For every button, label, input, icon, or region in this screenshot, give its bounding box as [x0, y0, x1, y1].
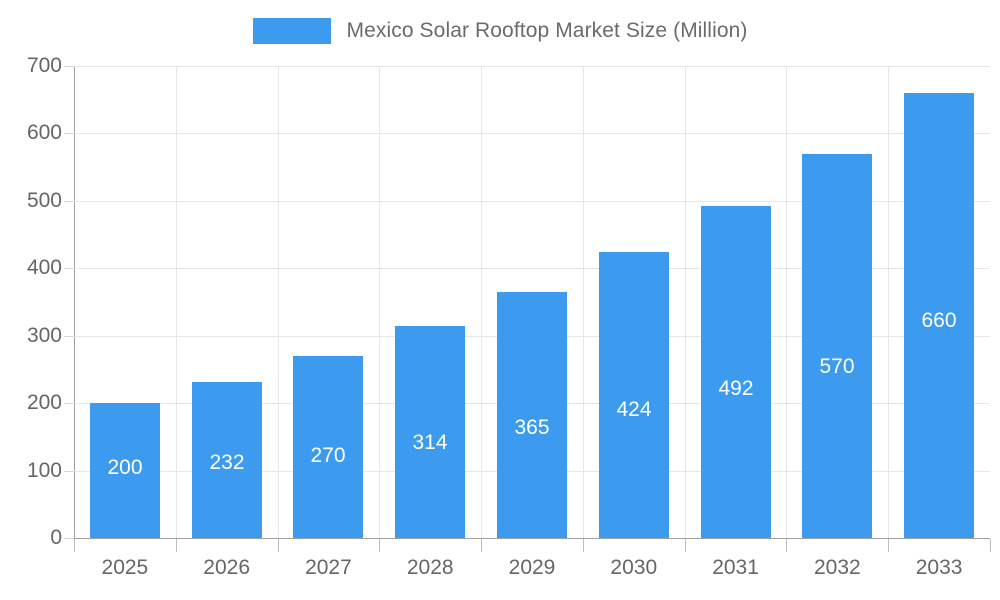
bar[interactable] — [599, 252, 669, 538]
y-axis-tick-mark — [64, 403, 74, 404]
y-axis-tick-label: 200 — [26, 391, 62, 415]
gridline-vertical — [176, 66, 177, 538]
gridline-vertical — [786, 66, 787, 538]
y-axis-tick-label: 0 — [50, 526, 62, 549]
gridline-vertical — [888, 66, 889, 538]
x-axis-tick-label: 2028 — [406, 556, 454, 579]
chart-legend: Mexico Solar Rooftop Market Size (Millio… — [0, 14, 1000, 48]
x-axis-tick-mark — [278, 539, 279, 552]
bar[interactable] — [90, 403, 160, 538]
y-axis-tick-mark — [64, 538, 74, 539]
legend-swatch-icon — [252, 18, 331, 44]
gridline-horizontal — [74, 66, 990, 67]
x-axis-baseline — [74, 538, 990, 539]
x-axis-tick-mark — [176, 539, 177, 552]
bar[interactable] — [395, 326, 465, 538]
x-axis-tick-label: 2031 — [712, 556, 759, 579]
gridline-vertical — [685, 66, 686, 538]
bar[interactable] — [802, 154, 872, 538]
bar[interactable] — [904, 93, 974, 538]
x-axis-tick-label: 2026 — [203, 556, 251, 579]
y-axis-tick-label: 300 — [26, 323, 62, 347]
y-axis-tick-label: 600 — [26, 121, 62, 145]
gridline-vertical — [481, 66, 482, 538]
x-axis-tick-label: 2027 — [305, 556, 352, 579]
plot-area: 200 232 270 314 365 424 492 570 660 — [74, 66, 990, 539]
bar[interactable] — [293, 356, 363, 538]
bar[interactable] — [497, 292, 567, 538]
x-axis-tick-mark — [379, 539, 380, 552]
bar[interactable] — [701, 206, 771, 538]
x-axis-tick-mark — [481, 539, 482, 552]
legend-label: Mexico Solar Rooftop Market Size (Millio… — [346, 19, 748, 42]
y-axis-tick-mark — [64, 66, 74, 67]
gridline-horizontal — [74, 133, 990, 134]
gridline-vertical — [379, 66, 380, 538]
x-axis-tick-mark — [888, 539, 889, 552]
y-axis-tick-mark — [64, 336, 74, 337]
x-axis-tick-label: 2029 — [508, 556, 556, 579]
gridline-horizontal — [74, 268, 990, 269]
x-axis-tick-mark — [583, 539, 584, 552]
gridline-vertical — [583, 66, 584, 538]
gridline-horizontal — [74, 201, 990, 202]
legend-item-0[interactable]: Mexico Solar Rooftop Market Size (Millio… — [252, 18, 748, 44]
gridline-vertical — [278, 66, 279, 538]
x-axis-tick-mark — [685, 539, 686, 552]
y-axis-line — [74, 66, 75, 539]
x-axis-tick-label: 2032 — [813, 556, 861, 579]
x-axis-tick-label: 2033 — [915, 556, 963, 579]
bar[interactable] — [192, 382, 262, 538]
x-axis-tick-label: 2030 — [610, 556, 658, 579]
x-axis-tick-mark — [786, 539, 787, 552]
y-axis-tick-mark — [64, 471, 74, 472]
y-axis-tick-mark — [64, 268, 74, 269]
x-axis-tick-mark — [990, 539, 991, 552]
x-axis-tick-label: 2025 — [101, 556, 149, 579]
y-axis-tick-mark — [64, 201, 74, 202]
x-axis-tick-mark — [74, 539, 75, 552]
y-axis-tick-label: 100 — [26, 458, 62, 482]
y-axis-tick-label: 700 — [26, 54, 62, 77]
y-axis-tick-label: 400 — [26, 256, 62, 280]
y-axis-tick-label: 500 — [26, 188, 62, 212]
y-axis-tick-mark — [64, 133, 74, 134]
